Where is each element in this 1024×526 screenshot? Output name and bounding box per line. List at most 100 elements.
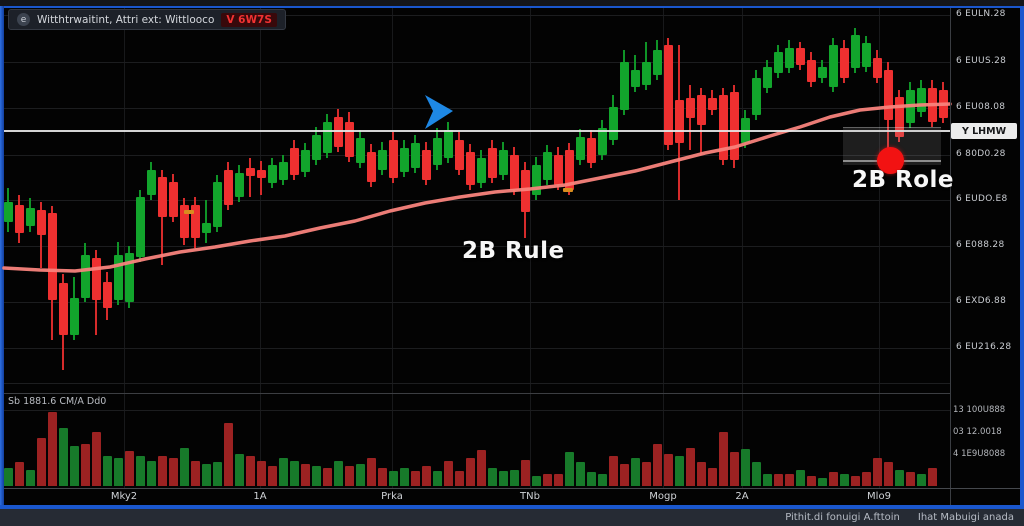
current-price-tag: Y LHMW bbox=[951, 123, 1017, 139]
volume-bar bbox=[323, 468, 332, 486]
blue-arrow-icon bbox=[425, 95, 453, 129]
volume-bar bbox=[235, 454, 244, 486]
volume-bar bbox=[444, 461, 453, 486]
horizontal-level-line[interactable] bbox=[4, 130, 950, 132]
volume-bar bbox=[59, 428, 68, 486]
volume-bar bbox=[587, 472, 596, 486]
volume-bar bbox=[312, 466, 321, 486]
pane-divider-faint bbox=[4, 383, 950, 384]
candle-body bbox=[169, 182, 178, 217]
candle-body bbox=[158, 177, 167, 217]
price-volume-pane-divider[interactable] bbox=[4, 393, 950, 394]
volume-bar bbox=[136, 456, 145, 486]
volume-bar bbox=[224, 423, 233, 486]
volume-bar bbox=[917, 474, 926, 486]
candle-body bbox=[389, 140, 398, 178]
volume-bar bbox=[554, 474, 563, 486]
candle-body bbox=[609, 107, 618, 140]
candle-body bbox=[719, 95, 728, 160]
candle-body bbox=[191, 205, 200, 238]
grid-line-horizontal bbox=[4, 302, 950, 303]
volume-bar bbox=[389, 471, 398, 486]
candle-body bbox=[114, 255, 123, 300]
candle-wick bbox=[161, 170, 163, 265]
grid-line-vertical bbox=[260, 8, 261, 488]
candle-body bbox=[477, 158, 486, 183]
volume-bar bbox=[730, 452, 739, 486]
volume-bar bbox=[455, 471, 464, 486]
volume-bar bbox=[576, 462, 585, 486]
volume-bar bbox=[873, 458, 882, 486]
volume-bar bbox=[158, 456, 167, 486]
price-axis-label: 6 EU08.08 bbox=[956, 102, 1006, 112]
candle-body bbox=[268, 165, 277, 183]
candle-body bbox=[763, 67, 772, 88]
candle-wick bbox=[205, 200, 207, 243]
candle-body bbox=[136, 197, 145, 257]
time-axis-divider bbox=[4, 488, 1020, 489]
candle-body bbox=[455, 140, 464, 170]
volume-bar bbox=[290, 461, 299, 486]
grid-line-horizontal bbox=[4, 15, 950, 16]
chart-background bbox=[4, 8, 1020, 505]
volume-bar bbox=[598, 474, 607, 486]
candle-body bbox=[356, 138, 365, 163]
time-axis-label: TNb bbox=[520, 491, 540, 502]
volume-bar bbox=[422, 466, 431, 486]
candle-body bbox=[576, 137, 585, 160]
candle-body bbox=[213, 182, 222, 227]
volume-axis-label: 13 100U888 bbox=[953, 405, 1006, 415]
candle-body bbox=[301, 150, 310, 172]
candle-body bbox=[224, 170, 233, 205]
candle-body bbox=[4, 202, 13, 222]
volume-bar bbox=[257, 461, 266, 486]
frame-border-left bbox=[0, 6, 4, 509]
volume-indicator-legend[interactable]: Sb 1881.6 CM/A Dd0 bbox=[8, 396, 107, 407]
volume-bar bbox=[532, 476, 541, 486]
candle-body bbox=[752, 78, 761, 115]
volume-bar bbox=[103, 456, 112, 486]
price-axis-divider bbox=[950, 8, 951, 505]
volume-axis-label: 4 1E9U8088 bbox=[953, 449, 1006, 459]
volume-bar bbox=[26, 470, 35, 486]
volume-bar bbox=[202, 464, 211, 486]
volume-bar bbox=[796, 470, 805, 486]
candle-body bbox=[587, 138, 596, 163]
candle-body bbox=[499, 150, 508, 175]
volume-bar bbox=[708, 468, 717, 486]
frame-border-top bbox=[0, 6, 1024, 8]
price-axis-label: 6 E088.28 bbox=[956, 240, 1005, 250]
volume-bar bbox=[356, 464, 365, 486]
volume-bar bbox=[334, 461, 343, 486]
volume-bar bbox=[70, 446, 79, 486]
frame-border-right bbox=[1020, 6, 1024, 509]
candle-body bbox=[653, 50, 662, 75]
volume-bar bbox=[521, 460, 530, 486]
volume-bar bbox=[664, 454, 673, 486]
candle-body bbox=[180, 205, 189, 238]
volume-bar bbox=[862, 472, 871, 486]
grid-line-vertical bbox=[530, 8, 531, 488]
candle-body bbox=[70, 298, 79, 335]
rule-annotation-center: 2B Rule bbox=[462, 238, 565, 264]
footer-right-text: Ihat Mabuigi anada bbox=[917, 512, 1014, 523]
candle-body bbox=[730, 92, 739, 160]
volume-bar bbox=[114, 458, 123, 486]
moving-average-line bbox=[2, 102, 952, 273]
footer-left-text: Pithit.di fonuigi A.fttoin bbox=[785, 512, 900, 523]
symbol-legend[interactable]: e Witthtrwaitint, Attri ext: Wittlooco V… bbox=[8, 9, 286, 30]
candle-body bbox=[829, 45, 838, 87]
symbol-text: Witthtrwaitint, Attri ext: Wittlooco bbox=[37, 13, 215, 26]
candle-body bbox=[675, 100, 684, 143]
price-axis-label: 6 EU216.28 bbox=[956, 342, 1012, 352]
volume-bar bbox=[169, 458, 178, 486]
candle-body bbox=[92, 258, 101, 300]
candle-body bbox=[422, 150, 431, 180]
grid-line-vertical bbox=[742, 8, 743, 488]
candle-body bbox=[81, 255, 90, 298]
candle-body bbox=[642, 62, 651, 85]
candle-body bbox=[466, 152, 475, 185]
volume-bar bbox=[620, 464, 629, 486]
volume-bar bbox=[510, 470, 519, 486]
